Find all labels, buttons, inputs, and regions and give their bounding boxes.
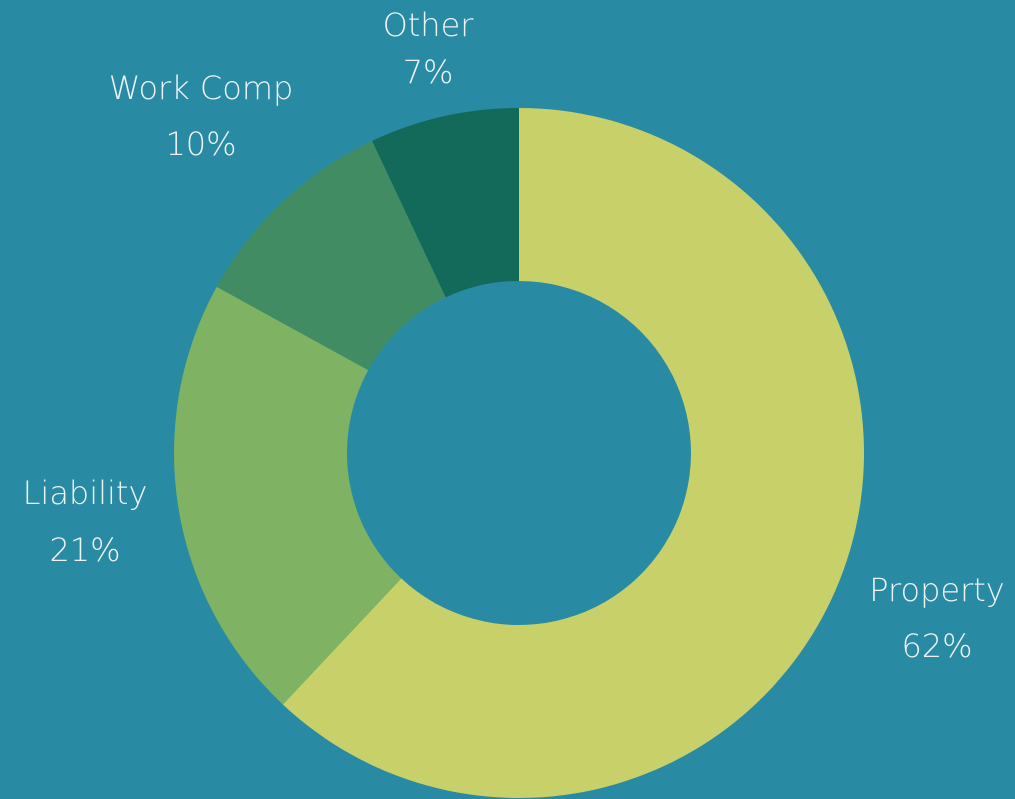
donut-segment (282, 108, 864, 799)
donut-segment (173, 286, 402, 705)
segment-value-label: 7% (403, 53, 454, 91)
segment-value-label: 62% (901, 627, 972, 665)
segment-value-label: 21% (49, 531, 120, 569)
segment-label: Property (869, 571, 1004, 609)
segment-label: Liability (23, 474, 148, 512)
segment-label: Other (383, 6, 475, 44)
donut-segment (216, 140, 446, 371)
donut-segment (372, 108, 519, 298)
segment-value-label: 10% (165, 125, 236, 163)
segment-label: Work Comp (109, 69, 294, 107)
